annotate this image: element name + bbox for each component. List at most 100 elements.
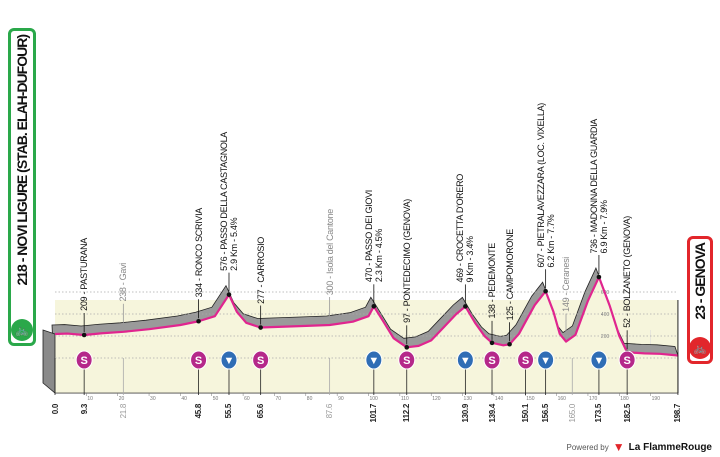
climb-icon [365,350,383,370]
place-dot [371,304,377,309]
cyclist-icon: 🚲 [11,319,33,341]
x-tick-label: 30 [150,396,156,402]
profile-wall [42,329,56,394]
profile-road-line [54,275,679,357]
place-label: 238 - Gavi [118,263,128,302]
x-tick-label: 190 [652,396,661,402]
place-label: 576 - PASSO DELLA CASTAGNOLA 2.9 Km - 5.4… [219,132,239,271]
marker-symbol: S [257,355,264,367]
climb-stats: 6.2 Km - 7.7% [545,214,556,268]
place-dot [258,325,263,330]
marker-symbol: ▼ [224,355,235,367]
x-tick-label: 140 [495,396,504,402]
place-dot [507,341,512,347]
place-dot [596,274,602,280]
place-name: 149 - Ceranesi [561,256,571,312]
sprint-marker: S [483,350,501,370]
flamme-rouge-logo-icon: ▼ [612,440,625,454]
sprint-marker: S [398,350,416,370]
km-label: 198.7 [673,404,683,423]
place-label: 209 - PASTURANA [79,238,89,311]
marker-symbol: S [195,355,202,367]
sprint-icon [190,350,208,370]
marker-symbol: S [522,355,529,367]
km-label: 55.5 [224,404,234,419]
place-label: 97 - PONTEDECIMO (GENOVA) [402,199,412,323]
x-tick-label: 40 [181,396,187,402]
place-name: 125 - CAMPOMORONE [504,228,515,321]
place-name: 470 - PASSO DEI GIOVI [363,190,374,283]
km-label: 87.6 [325,404,335,419]
km-label: 182.5 [622,404,632,423]
place-name: 138 - PEDEMONTE [487,243,498,319]
place-dot [543,288,548,294]
place-label: 300 - Isola del Cantone [325,209,335,295]
cyclist-icon: 🚲 [689,337,711,359]
place-name: 52 - BOLZANETO (GENOVA) [622,216,633,329]
sprint-icon [75,350,93,370]
place-label: 125 - CAMPOMORONE [505,229,515,320]
climb-stats: 6.9 Km - 7.9% [598,199,609,254]
x-tick-label: 20 [119,396,125,402]
place-label: 149 - Ceranesi [561,257,571,312]
x-tick-label: 70 [275,396,281,402]
place-label: 138 - PEDEMONTE [487,243,497,319]
x-tick-label: 90 [338,396,344,402]
place-name: 300 - Isola del Cantone [324,208,335,295]
climb-marker: ▼ [220,350,238,370]
km-label: 65.6 [256,404,266,419]
marker-symbol: ▼ [540,355,551,367]
sprint-marker: S [75,350,93,370]
x-tick-label: 130 [464,396,473,402]
sprint-icon [618,350,636,370]
km-label: 130.9 [460,404,470,423]
x-tick-label: 160 [558,396,567,402]
marker-symbol: ▼ [460,355,471,367]
sprint-marker: S [618,350,636,370]
place-name: 736 - MADONNA DELLA GUARDIA [588,118,599,254]
sprint-marker: S [190,350,208,370]
place-label: 736 - MADONNA DELLA GUARDIA 6.9 Km - 7.9% [589,119,609,253]
place-dot [81,332,87,338]
place-name: 469 - CROCETTA D'ORERO [455,173,466,283]
altitude-tick-label: 200 [601,334,610,340]
marker-symbol: S [403,355,410,367]
km-label: 150.1 [521,404,531,423]
place-label: 469 - CROCETTA D'ORERO 9 Km - 3.4% [455,174,475,282]
marker-symbol: S [80,355,87,367]
sprint-marker: S [517,350,535,370]
sprint-marker: S [252,350,270,370]
start-box: 218 - NOVI LIGURE (STAB. ELAH-DUFOUR) 🚲 [8,28,36,346]
sprint-icon [483,350,501,370]
climb-icon [220,350,238,370]
climb-marker: ▼ [590,350,608,370]
km-label: 139.4 [487,404,497,423]
climb-marker: ▼ [365,350,383,370]
brand-name[interactable]: La FlammeRouge [628,441,712,453]
finish-box: 23 - GENOVA 🚲 [687,236,713,364]
powered-by-text: Powered by [566,442,609,452]
climb-stats: 2.9 Km - 5.4% [228,217,239,271]
x-tick-label: 150 [526,396,535,402]
km-label: 0.0 [50,404,60,415]
place-dot [196,318,201,324]
place-label: 277 - CARROSIO [256,237,266,304]
place-name: 334 - RONCO SCRIVIA [193,207,204,298]
place-dot [489,340,495,346]
marker-symbol: ▼ [368,355,379,367]
climb-stats: 9 Km - 3.4% [465,236,476,283]
x-tick-label: 170 [589,396,598,402]
km-label: 173.5 [594,404,604,423]
sprint-icon [517,350,535,370]
place-label: 607 - PIETRALAVEZZARA (LOC. VIXELLA) 6.2 … [536,103,556,268]
place-name: 607 - PIETRALAVEZZARA (LOC. VIXELLA) [535,102,546,268]
x-tick-label: 60 [244,396,250,402]
place-dot [463,304,468,309]
climb-icon [537,350,555,370]
x-tick-label: 50 [213,396,219,402]
km-label: 156.5 [541,404,551,423]
altitude-tick-label: 400 [601,312,610,318]
place-name: 97 - PONTEDECIMO (GENOVA) [401,199,412,324]
km-label: 9.3 [79,404,89,415]
